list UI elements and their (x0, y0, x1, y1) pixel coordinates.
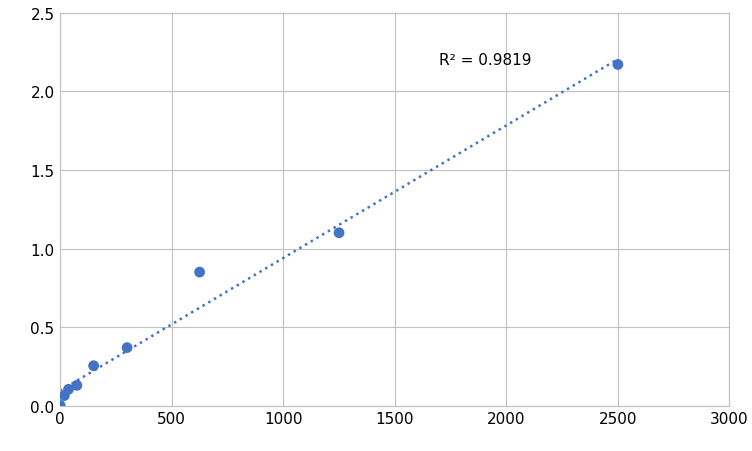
Point (59, 392, 71, 399)
Point (87, 362, 99, 369)
Point (54, 402, 66, 409)
Point (121, 344, 133, 351)
Text: R² = 0.9819: R² = 0.9819 (439, 53, 532, 68)
Point (62, 386, 74, 393)
Point (333, 230, 345, 237)
Point (71, 382, 83, 389)
Point (193, 269, 205, 276)
Point (612, 62, 624, 69)
